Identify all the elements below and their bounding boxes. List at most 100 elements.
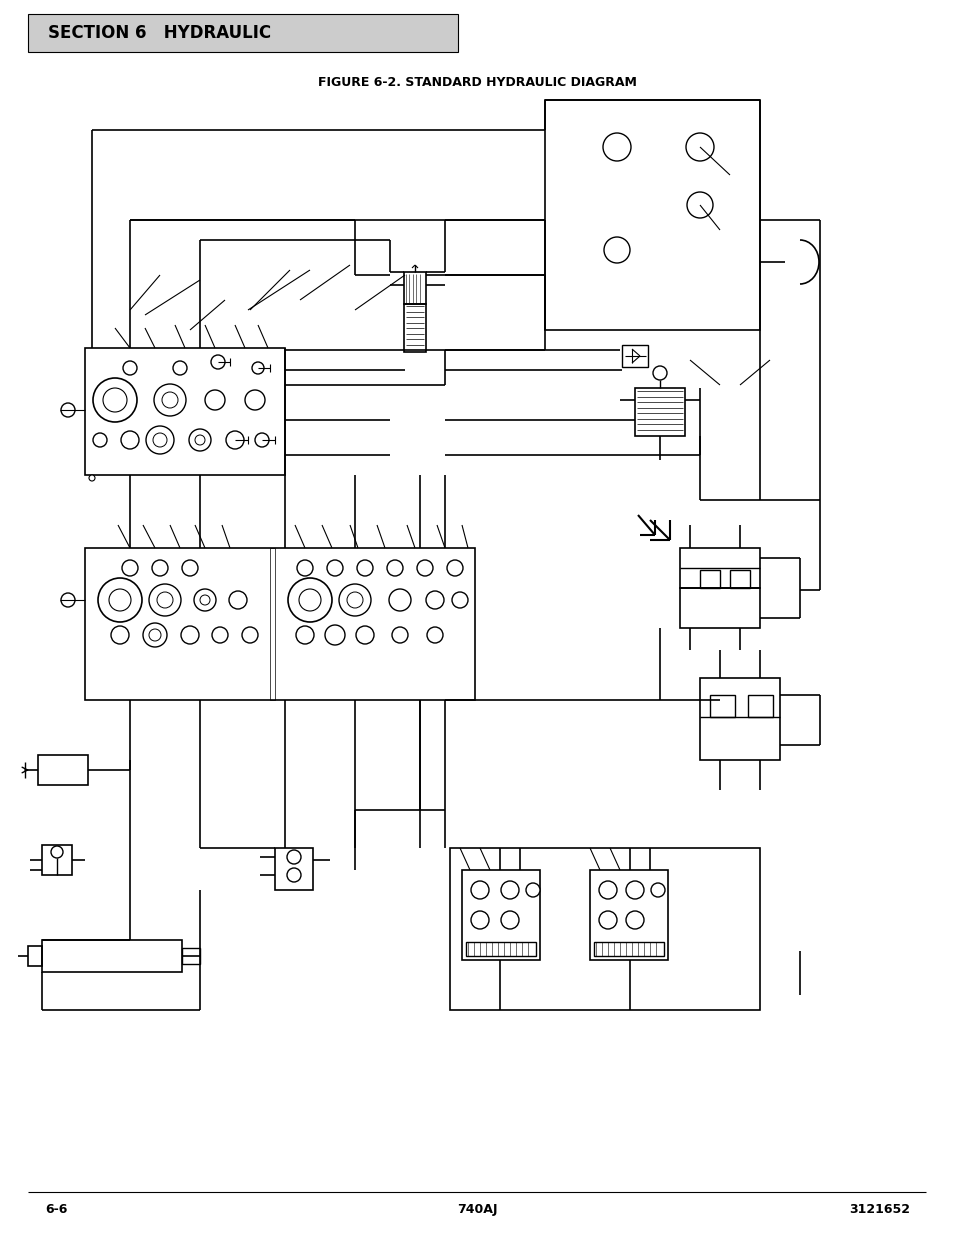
Circle shape <box>685 133 713 161</box>
Circle shape <box>182 559 198 576</box>
Circle shape <box>172 361 187 375</box>
Bar <box>465 942 536 956</box>
Bar <box>747 695 772 718</box>
Bar <box>700 678 780 760</box>
Circle shape <box>288 578 332 622</box>
Circle shape <box>92 378 137 422</box>
Circle shape <box>427 627 442 643</box>
Circle shape <box>152 433 167 447</box>
Circle shape <box>355 626 374 643</box>
Circle shape <box>211 354 225 369</box>
Bar <box>42 845 71 876</box>
Bar <box>450 848 760 1010</box>
Circle shape <box>686 191 712 219</box>
Circle shape <box>157 592 172 608</box>
Circle shape <box>447 559 462 576</box>
Circle shape <box>245 390 265 410</box>
Circle shape <box>598 911 617 929</box>
Circle shape <box>152 559 168 576</box>
Bar <box>729 571 749 588</box>
Text: FIGURE 6-2. STANDARD HYDRAULIC DIAGRAM: FIGURE 6-2. STANDARD HYDRAULIC DIAGRAM <box>317 75 636 89</box>
Circle shape <box>347 592 363 608</box>
Circle shape <box>89 475 95 480</box>
Bar <box>679 588 760 629</box>
Bar <box>274 848 313 890</box>
Bar <box>270 548 274 700</box>
Circle shape <box>189 429 211 451</box>
Circle shape <box>525 883 539 897</box>
Circle shape <box>242 627 257 643</box>
Circle shape <box>500 881 518 899</box>
Circle shape <box>92 433 107 447</box>
Circle shape <box>287 868 301 882</box>
Circle shape <box>602 133 630 161</box>
Text: 6-6: 6-6 <box>45 1203 68 1216</box>
Circle shape <box>123 361 137 375</box>
Bar <box>42 940 182 972</box>
Bar <box>544 100 760 330</box>
Circle shape <box>226 431 244 450</box>
Circle shape <box>598 881 617 899</box>
Bar <box>589 869 667 960</box>
Circle shape <box>650 883 664 897</box>
Circle shape <box>229 592 247 609</box>
Circle shape <box>212 627 228 643</box>
Circle shape <box>338 584 371 616</box>
Circle shape <box>327 559 343 576</box>
Circle shape <box>121 431 139 450</box>
Circle shape <box>61 593 75 606</box>
Circle shape <box>205 390 225 410</box>
Text: 740AJ: 740AJ <box>456 1203 497 1216</box>
Circle shape <box>143 622 167 647</box>
Circle shape <box>652 366 666 380</box>
Circle shape <box>200 595 210 605</box>
Bar <box>182 948 200 965</box>
Circle shape <box>325 625 345 645</box>
Circle shape <box>387 559 402 576</box>
Circle shape <box>111 626 129 643</box>
Bar <box>700 571 720 588</box>
Circle shape <box>252 362 264 374</box>
Bar <box>28 946 42 966</box>
Circle shape <box>287 850 301 864</box>
Circle shape <box>471 911 489 929</box>
Bar <box>594 942 663 956</box>
Circle shape <box>296 559 313 576</box>
Circle shape <box>149 629 161 641</box>
Circle shape <box>181 626 199 643</box>
Bar <box>403 304 426 352</box>
Circle shape <box>426 592 443 609</box>
Circle shape <box>153 384 186 416</box>
Bar <box>28 14 457 52</box>
Bar <box>403 272 426 304</box>
Circle shape <box>149 584 181 616</box>
Circle shape <box>103 388 127 412</box>
Circle shape <box>98 578 142 622</box>
Circle shape <box>625 881 643 899</box>
Bar <box>85 348 285 475</box>
Circle shape <box>146 426 173 454</box>
Bar <box>621 345 647 367</box>
Circle shape <box>603 237 629 263</box>
Text: 3121652: 3121652 <box>848 1203 909 1216</box>
Circle shape <box>625 911 643 929</box>
Circle shape <box>122 559 138 576</box>
Circle shape <box>61 403 75 417</box>
Circle shape <box>389 589 411 611</box>
Circle shape <box>109 589 131 611</box>
Circle shape <box>298 589 320 611</box>
Circle shape <box>193 589 215 611</box>
Bar <box>38 755 88 785</box>
Bar <box>85 548 475 700</box>
Circle shape <box>452 592 468 608</box>
Bar <box>461 869 539 960</box>
Circle shape <box>254 433 269 447</box>
Circle shape <box>416 559 433 576</box>
Bar <box>709 695 734 718</box>
Circle shape <box>471 881 489 899</box>
Circle shape <box>162 391 178 408</box>
Circle shape <box>392 627 408 643</box>
Text: SECTION 6   HYDRAULIC: SECTION 6 HYDRAULIC <box>48 23 271 42</box>
Circle shape <box>295 626 314 643</box>
Bar <box>679 548 760 588</box>
